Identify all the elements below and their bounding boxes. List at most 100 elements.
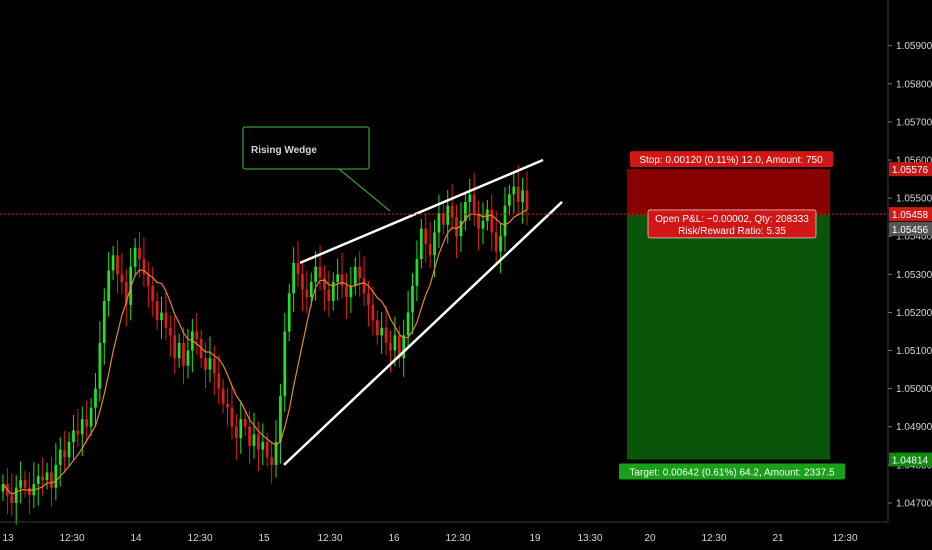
candle-body [28, 487, 31, 496]
candle-body [270, 457, 273, 465]
upper-trendline[interactable] [299, 158, 544, 265]
stop-price-badge: 1.05576 [892, 165, 929, 176]
time-tick-label: 16 [388, 533, 400, 544]
candle-body [301, 274, 304, 290]
rising-wedge-label: Rising Wedge [251, 145, 317, 156]
stop-zone [627, 169, 830, 215]
stop-label: Stop: 0.00120 (0.11%) 12.0, Amount: 750 [639, 155, 823, 166]
time-tick-label: 14 [130, 533, 142, 544]
current-price-badge: 1.05458 [892, 210, 929, 221]
candle-body [472, 194, 476, 214]
candle-body [508, 194, 511, 206]
candle-body [371, 304, 375, 321]
candle-body [261, 441, 265, 450]
pnl-label-bg [647, 209, 817, 239]
candle-body [419, 228, 423, 260]
candle-body [36, 476, 40, 484]
candle-body [212, 358, 216, 374]
time-tick-label: 19 [529, 533, 541, 544]
candle-body [406, 312, 410, 336]
candle-body [305, 289, 309, 298]
candle-body [58, 449, 62, 465]
candle-body [353, 266, 357, 286]
candle-body [380, 327, 384, 336]
candle-body [327, 289, 331, 302]
candle-body [292, 262, 295, 294]
time-tick-label: 12:30 [832, 533, 857, 544]
candle-body [402, 335, 406, 359]
candle-body [102, 301, 106, 343]
candle-body [318, 266, 322, 279]
candle-body [67, 441, 71, 458]
candle-body [89, 407, 93, 427]
entry-price-badge: 1.05456 [892, 225, 929, 236]
candle-body [362, 278, 366, 294]
candle-body [235, 426, 238, 439]
candle-body [217, 373, 221, 389]
candle-body [455, 217, 458, 237]
price-tick-label: 1.05100 [896, 346, 932, 357]
candle-body [208, 358, 212, 370]
candle-body [384, 327, 388, 343]
candle-body [182, 342, 185, 366]
price-tick-label: 1.04900 [896, 422, 932, 433]
price-tick-label: 1.05900 [896, 41, 932, 52]
time-tick-label: 12:30 [187, 533, 212, 544]
candle-body [45, 472, 49, 481]
candle-body [243, 419, 247, 427]
candle-body [433, 232, 436, 256]
candle-body [287, 293, 291, 332]
candle-body [19, 480, 22, 488]
price-tick-label: 1.05500 [896, 194, 932, 205]
time-tick-label: 12:30 [701, 533, 726, 544]
candle-body [98, 342, 102, 389]
pnl-label: Open P&L: −0.00002, Qty: 208333 [655, 214, 809, 225]
candle-body [424, 228, 428, 244]
candle-body [107, 270, 111, 302]
candle-body [494, 232, 498, 252]
candle-body [155, 301, 159, 321]
candle-body [164, 312, 168, 328]
candle-body [446, 205, 450, 225]
candle-body [283, 331, 287, 397]
candle-body [199, 339, 203, 359]
price-tick-label: 1.05700 [896, 117, 932, 128]
stop-price-badge-bg [889, 162, 932, 177]
candle-body [428, 243, 432, 256]
candle-body [116, 255, 119, 275]
candle-body [516, 186, 520, 202]
candle-body [411, 285, 414, 313]
candle-body [437, 213, 441, 233]
candle-body [279, 396, 282, 442]
candle-body [441, 213, 445, 225]
lower-trendline[interactable] [283, 201, 563, 466]
time-tick-label: 13 [2, 533, 14, 544]
candle-body [257, 434, 260, 450]
candle-body [10, 495, 14, 503]
rising-wedge-callout-box[interactable] [242, 126, 370, 170]
candle-body [160, 312, 163, 321]
candle-body [80, 419, 84, 435]
candle-body [204, 358, 207, 370]
candle-body [512, 186, 516, 195]
candle-body [349, 285, 353, 298]
time-tick-label: 12:30 [445, 533, 470, 544]
candle-body [340, 274, 344, 286]
candle-body [14, 487, 18, 503]
candle-body [72, 430, 75, 442]
candle-body [450, 205, 454, 218]
price-tick-label: 1.05300 [896, 270, 932, 281]
target-label-bg [619, 463, 845, 480]
time-tick-label: 13:30 [577, 533, 602, 544]
target-price-badge: 1.04814 [892, 456, 929, 467]
candle-body [76, 430, 80, 435]
price-tick-label: 1.05000 [896, 384, 932, 395]
candle-body [230, 407, 234, 427]
candle-body [54, 464, 58, 488]
candle-body [50, 472, 53, 488]
candle-body [248, 426, 251, 446]
price-tick-label: 1.05400 [896, 232, 932, 243]
candle-body [336, 274, 340, 282]
target-zone [627, 214, 830, 460]
